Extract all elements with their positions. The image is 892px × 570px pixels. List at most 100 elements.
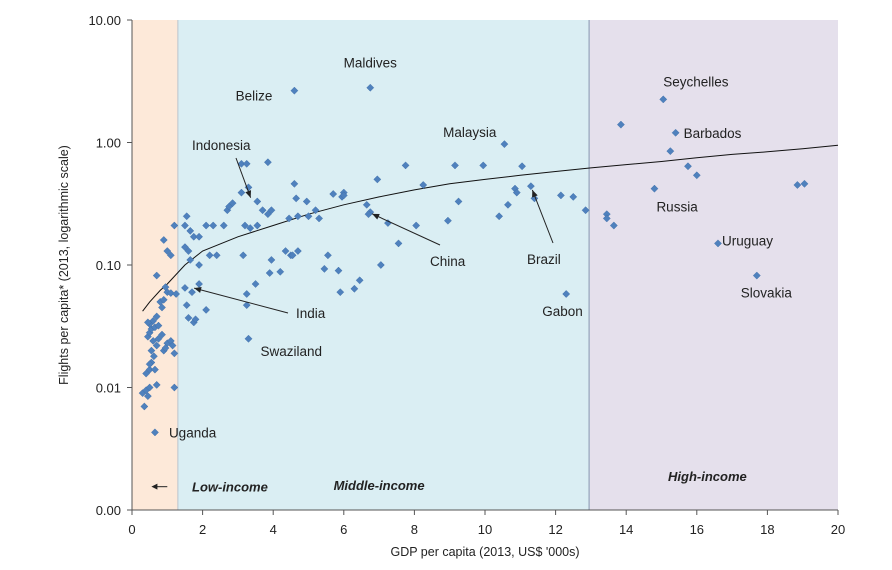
data-point [752, 271, 761, 280]
annotation-arrowhead [532, 189, 538, 198]
data-point [181, 284, 189, 292]
x-axis-title: GDP per capita (2013, US$ '000s) [390, 545, 579, 559]
data-point [170, 383, 179, 392]
data-point [419, 181, 428, 189]
data-point [151, 428, 159, 437]
annotation-arrowhead [245, 190, 252, 198]
data-point [294, 247, 302, 255]
data-point [186, 226, 195, 235]
annotation-arrow-line [371, 213, 441, 246]
annotation-arrow-line [235, 157, 252, 198]
data-point [154, 321, 163, 330]
data-point [253, 221, 262, 230]
data-point [454, 197, 463, 206]
annotation-uruguay: Uruguay [722, 233, 773, 248]
axes: 0 2 4 6 8 10 12 14 16 18 20 0.00 0.01 0.10 1.00 10.00 GD… [57, 13, 845, 559]
data-point [800, 179, 809, 188]
data-point [311, 206, 320, 215]
data-point [202, 221, 211, 230]
data-point [671, 128, 680, 137]
data-point [145, 383, 154, 392]
data-point [692, 171, 701, 180]
data-point [329, 190, 338, 198]
x-tick-label: 10 [478, 522, 492, 537]
data-point [242, 301, 251, 310]
data-point [158, 303, 166, 312]
data-point [237, 159, 246, 168]
x-tick-label: 14 [619, 522, 633, 537]
data-point [209, 221, 218, 230]
data-point [189, 232, 198, 241]
data-point [290, 179, 299, 188]
data-point [650, 184, 659, 193]
y-axis-title: Flights per capita* (2013, logarithmic s… [57, 145, 71, 385]
data-point [166, 251, 175, 260]
data-point [244, 334, 253, 343]
region-label-low-income: Low-income [192, 480, 268, 495]
data-point [186, 256, 195, 264]
y-tick-label: 1.00 [96, 136, 121, 151]
annotation-arrow-line [531, 189, 554, 244]
annotation-arrow-line [193, 287, 289, 314]
scatter-points [138, 83, 809, 437]
data-point [288, 251, 297, 260]
x-tick-label: 20 [831, 522, 845, 537]
data-point [152, 381, 161, 389]
data-point [495, 212, 504, 221]
data-point [609, 221, 618, 230]
data-point [163, 247, 172, 255]
data-point [168, 341, 177, 350]
annotation-arrowhead [372, 213, 380, 220]
data-point [518, 162, 526, 171]
data-point [144, 318, 152, 327]
data-point [242, 159, 251, 168]
annotation-belize: Belize [236, 89, 273, 104]
data-point [166, 289, 175, 297]
data-point [444, 216, 452, 225]
data-point [145, 360, 154, 369]
annotation-gabon: Gabon [542, 304, 583, 319]
x-tick-label: 12 [548, 522, 562, 537]
data-point [219, 221, 228, 230]
data-point [267, 256, 276, 264]
y-tick-label: 0.10 [96, 258, 121, 273]
data-point [602, 214, 611, 223]
data-point [140, 402, 149, 411]
data-point [181, 221, 189, 230]
region-high-income [589, 20, 838, 510]
data-point [373, 175, 382, 184]
annotation-arrowhead [194, 287, 202, 293]
data-point [158, 330, 166, 339]
data-point [276, 267, 285, 276]
data-point [242, 290, 251, 298]
data-point [336, 288, 345, 297]
data-point [159, 295, 168, 304]
data-point [147, 346, 156, 355]
data-point [195, 232, 203, 241]
data-point [285, 214, 293, 223]
data-point [161, 283, 170, 291]
trend-line-group [142, 144, 839, 312]
data-point [258, 206, 267, 215]
data-point [793, 181, 802, 189]
data-point [170, 349, 179, 358]
data-point [152, 271, 161, 280]
data-point [237, 188, 246, 197]
data-point [659, 95, 668, 104]
annotation-maldives: Maldives [344, 56, 398, 71]
annotation-swaziland: Swaziland [260, 344, 322, 359]
annotation-seychelles: Seychelles [663, 74, 729, 89]
annotations: Maldives Belize Seychelles Barbados Malaysia… [169, 56, 792, 441]
annotation-malaysia: Malaysia [443, 125, 497, 140]
data-point [150, 352, 158, 361]
data-point [212, 251, 221, 260]
data-point [304, 212, 313, 221]
data-point [251, 280, 260, 288]
region-label-middle-income: Middle-income [334, 478, 425, 493]
data-point [334, 266, 343, 275]
data-point [182, 212, 191, 221]
data-point [366, 83, 375, 92]
x-tick-label: 16 [690, 522, 704, 537]
data-point [239, 251, 248, 260]
